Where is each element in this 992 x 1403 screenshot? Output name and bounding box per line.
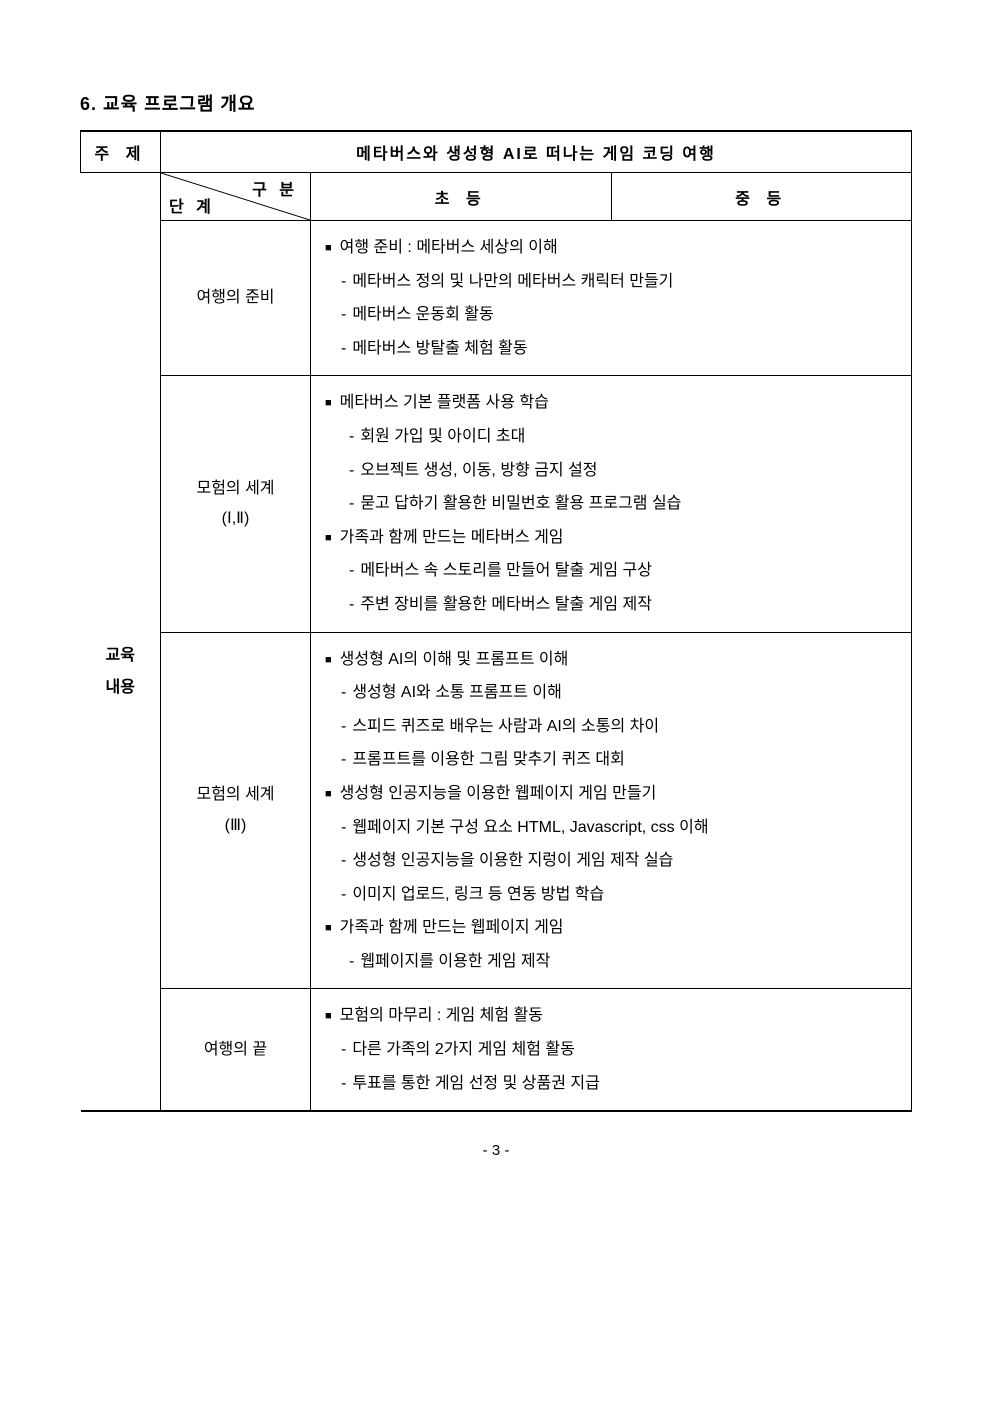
content-line: 메타버스 방탈출 체험 활동	[325, 332, 897, 366]
diag-bottom-label: 단 계	[169, 193, 215, 217]
program-table: 주 제 메타버스와 생성형 AI로 떠나는 게임 코딩 여행 구 분 단 계 초…	[80, 130, 912, 1112]
content-line: 생성형 AI의 이해 및 프롬프트 이해	[325, 643, 897, 677]
section-title: 6. 교육 프로그램 개요	[80, 90, 912, 116]
topic-title: 메타버스와 생성형 AI로 떠나는 게임 코딩 여행	[161, 131, 912, 173]
stage-2-line1: 모험의 세계	[196, 480, 274, 497]
diag-top-label: 구 분	[252, 176, 298, 200]
col-middle: 중 등	[611, 173, 912, 221]
content-line: 회원 가입 및 아이디 초대	[325, 420, 897, 454]
content-line: 메타버스 정의 및 나만의 메타버스 캐릭터 만들기	[325, 265, 897, 299]
content-line: 생성형 AI와 소통 프롬프트 이해	[325, 676, 897, 710]
col-elementary: 초 등	[311, 173, 612, 221]
content-line: 묻고 답하기 활용한 비밀번호 활용 프로그램 실습	[325, 487, 897, 521]
empty-header	[81, 173, 161, 376]
content-line: 메타버스 운동회 활동	[325, 298, 897, 332]
edu-label: 교육 내용	[81, 632, 161, 989]
topic-label: 주 제	[81, 131, 161, 173]
stage-1-content: 여행 준비 : 메타버스 세상의 이해메타버스 정의 및 나만의 메타버스 캐릭…	[311, 221, 912, 376]
page-number: - 3 -	[80, 1142, 912, 1159]
content-line: 웹페이지를 이용한 게임 제작	[325, 945, 897, 979]
stage-3-name: 모험의 세계 (Ⅲ)	[161, 632, 311, 989]
content-line: 이미지 업로드, 링크 등 연동 방법 학습	[325, 878, 897, 912]
content-line: 주변 장비를 활용한 메타버스 탈출 게임 제작	[325, 588, 897, 622]
content-line: 생성형 인공지능을 이용한 웹페이지 게임 만들기	[325, 777, 897, 811]
stage-2-content: 메타버스 기본 플랫폼 사용 학습회원 가입 및 아이디 초대오브젝트 생성, …	[311, 376, 912, 632]
content-line: 가족과 함께 만드는 웹페이지 게임	[325, 911, 897, 945]
empty-side	[81, 376, 161, 632]
stage-1-name: 여행의 준비	[161, 221, 311, 376]
content-line: 생성형 인공지능을 이용한 지렁이 게임 제작 실습	[325, 844, 897, 878]
stage-3-content: 생성형 AI의 이해 및 프롬프트 이해생성형 AI와 소통 프롬프트 이해스피…	[311, 632, 912, 989]
empty-side-bottom	[81, 989, 161, 1111]
stage-3-line1: 모험의 세계	[196, 786, 274, 803]
content-line: 여행 준비 : 메타버스 세상의 이해	[325, 231, 897, 265]
stage-2-name: 모험의 세계 (Ⅰ,Ⅱ)	[161, 376, 311, 632]
content-line: 가족과 함께 만드는 메타버스 게임	[325, 521, 897, 555]
content-line: 메타버스 속 스토리를 만들어 탈출 게임 구상	[325, 554, 897, 588]
stage-3-line2: (Ⅲ)	[225, 817, 247, 834]
content-line: 모험의 마무리 : 게임 체험 활동	[325, 999, 897, 1033]
content-line: 웹페이지 기본 구성 요소 HTML, Javascript, css 이해	[325, 811, 897, 845]
edu-label-1: 교육	[106, 647, 135, 664]
content-line: 스피드 퀴즈로 배우는 사람과 AI의 소통의 차이	[325, 710, 897, 744]
content-line: 프롬프트를 이용한 그림 맞추기 퀴즈 대회	[325, 743, 897, 777]
stage-4-name: 여행의 끝	[161, 989, 311, 1111]
content-line: 투표를 통한 게임 선정 및 상품권 지급	[325, 1067, 897, 1101]
edu-label-2: 내용	[106, 679, 135, 696]
diag-header: 구 분 단 계	[161, 173, 311, 221]
stage-4-content: 모험의 마무리 : 게임 체험 활동다른 가족의 2가지 게임 체험 활동투표를…	[311, 989, 912, 1111]
content-line: 오브젝트 생성, 이동, 방향 금지 설정	[325, 454, 897, 488]
content-line: 메타버스 기본 플랫폼 사용 학습	[325, 386, 897, 420]
stage-2-line2: (Ⅰ,Ⅱ)	[222, 510, 250, 527]
content-line: 다른 가족의 2가지 게임 체험 활동	[325, 1033, 897, 1067]
